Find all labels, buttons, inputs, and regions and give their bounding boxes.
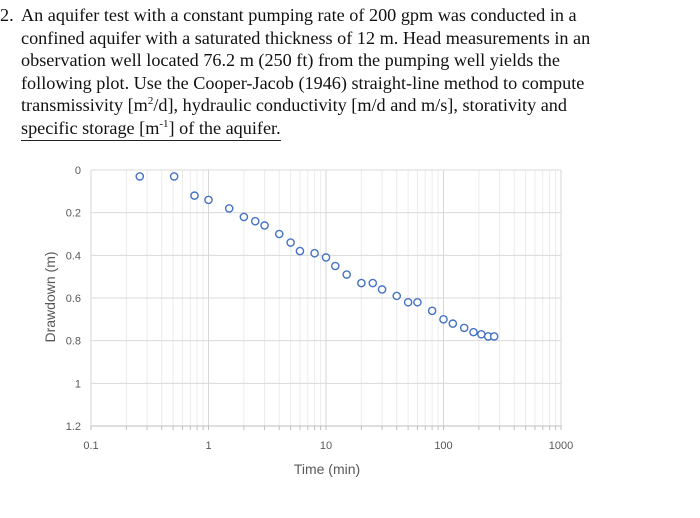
problem-number: 2. bbox=[0, 5, 14, 25]
data-point bbox=[190, 191, 199, 200]
data-point bbox=[413, 297, 422, 307]
data-point bbox=[204, 195, 213, 205]
problem-line-1: 2. An aquifer test with a constant pumpin… bbox=[0, 5, 577, 25]
y-tick-label: 0.8 bbox=[66, 336, 81, 348]
data-point bbox=[489, 332, 499, 341]
y-tick-label: 0.2 bbox=[66, 208, 81, 220]
problem-statement: 2. An aquifer test with a constant pumpin… bbox=[0, 4, 692, 141]
data-point bbox=[286, 238, 295, 247]
data-point bbox=[342, 270, 351, 279]
y-tick-label: 0 bbox=[75, 165, 81, 177]
data-point bbox=[403, 297, 413, 307]
y-tick-label: 0.4 bbox=[66, 250, 81, 262]
chart-grid bbox=[90, 169, 562, 427]
y-tick-label: 1 bbox=[75, 378, 81, 390]
data-point bbox=[448, 319, 458, 328]
x-tick-label: 1 bbox=[205, 440, 211, 452]
x-tick-label: 100 bbox=[434, 440, 452, 452]
data-point bbox=[439, 315, 448, 324]
data-point bbox=[310, 248, 319, 258]
data-point bbox=[274, 229, 284, 239]
data-point bbox=[477, 329, 486, 339]
data-point bbox=[295, 246, 305, 256]
data-point bbox=[459, 323, 469, 333]
data-point bbox=[357, 278, 366, 288]
data-point bbox=[260, 221, 269, 230]
chart-axes bbox=[90, 425, 562, 430]
data-point bbox=[250, 216, 260, 226]
x-tick-label: 1000 bbox=[549, 440, 573, 452]
problem-line-2: confined aquifer with a saturated thickn… bbox=[21, 27, 591, 48]
data-point bbox=[331, 261, 340, 271]
x-tick-label: 0.1 bbox=[83, 440, 98, 452]
problem-line-5: transmissivity [m2/d], hydraulic conduct… bbox=[21, 95, 567, 115]
y-tick-label: 1.2 bbox=[66, 421, 81, 433]
data-point bbox=[135, 172, 145, 181]
data-point bbox=[392, 291, 402, 301]
y-axis-label: Drawdown (m) bbox=[42, 251, 58, 342]
data-point bbox=[169, 172, 179, 181]
problem-line-4: following plot. Use the Cooper-Jacob (19… bbox=[21, 72, 585, 93]
data-point bbox=[321, 253, 331, 262]
x-tick-label: 10 bbox=[320, 440, 332, 452]
data-point bbox=[469, 327, 478, 337]
problem-line-6: specific storage [m-1] of the aquifer. bbox=[0, 117, 692, 141]
data-point bbox=[368, 278, 378, 288]
chart-points bbox=[135, 172, 499, 341]
data-point bbox=[224, 204, 234, 213]
problem-line-3: observation well located 76.2 m (250 ft)… bbox=[21, 50, 560, 70]
y-tick-label: 0.6 bbox=[66, 293, 81, 305]
x-axis-label: Time (min) bbox=[294, 461, 360, 477]
data-point bbox=[427, 306, 437, 316]
data-point bbox=[239, 212, 249, 222]
chart-tick-labels: 0 0.2 0.4 0.6 0.8 1 1.20.1 1 10 100 1000 bbox=[66, 165, 574, 452]
data-point bbox=[377, 285, 387, 294]
